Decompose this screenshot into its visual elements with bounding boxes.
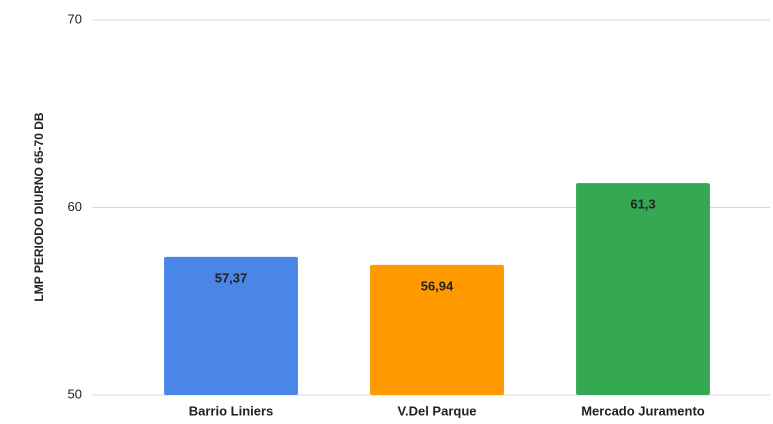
y-tick-label: 60: [68, 199, 82, 214]
value-label: 57,37: [215, 270, 248, 285]
x-tick-label: Mercado Juramento: [581, 403, 705, 418]
bar: [370, 264, 504, 395]
bar: [576, 183, 710, 395]
x-tick-label: V.Del Parque: [397, 403, 476, 418]
y-axis-label: LMP PERIODO DIURNO 65-70 DB: [32, 112, 46, 301]
value-label: 61,3: [630, 197, 655, 212]
y-tick-label: 70: [68, 11, 82, 26]
y-tick-label: 50: [68, 386, 82, 401]
value-label: 56,94: [421, 278, 454, 293]
bar: [164, 256, 298, 395]
x-tick-label: Barrio Liniers: [189, 403, 274, 418]
